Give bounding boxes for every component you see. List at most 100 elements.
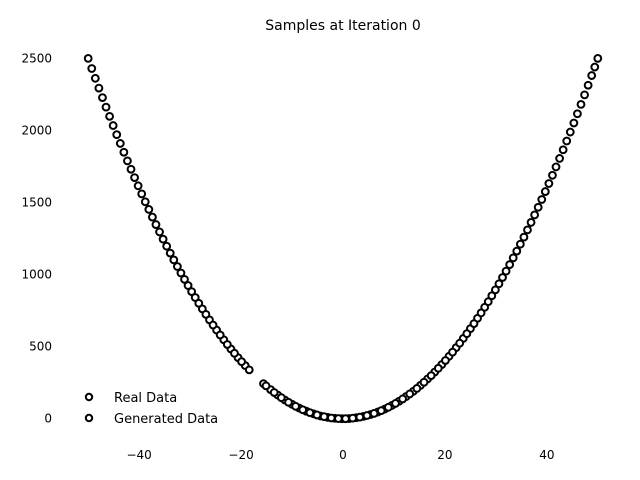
data-point (519, 232, 529, 242)
data-point (83, 54, 93, 63)
y-tick-label: 2000 (21, 123, 52, 137)
x-tick-label: −20 (228, 448, 253, 462)
data-point (412, 384, 422, 393)
data-point (172, 262, 182, 271)
x-axis-ticks: −40 −20 0 20 40 (126, 448, 554, 462)
data-point (222, 340, 232, 349)
data-point (405, 389, 415, 399)
data-point (126, 164, 136, 174)
data-point (133, 181, 143, 191)
data-point (587, 71, 597, 80)
data-point (123, 156, 132, 166)
data-point (490, 285, 500, 295)
data-point (269, 388, 279, 397)
data-point (155, 227, 164, 237)
data-point (312, 410, 322, 420)
data-point (580, 90, 589, 100)
data-point (565, 127, 575, 137)
data-point (98, 93, 107, 103)
data-point (87, 64, 97, 73)
x-tick-label: 40 (539, 448, 554, 462)
plot-area (83, 54, 603, 424)
data-point (576, 99, 586, 109)
legend: Real Data Generated Data (84, 391, 218, 427)
data-point (276, 393, 286, 403)
data-point (348, 413, 358, 423)
data-point (476, 308, 486, 318)
data-point (508, 253, 518, 263)
data-point (419, 377, 429, 387)
data-point (165, 248, 175, 258)
data-point (319, 412, 329, 422)
data-point (291, 401, 301, 411)
x-tick-label: 0 (339, 448, 347, 462)
data-point (530, 210, 540, 220)
data-point (448, 347, 457, 357)
data-point (115, 139, 125, 148)
data-point (158, 234, 168, 244)
data-point (148, 212, 157, 222)
data-point (501, 266, 511, 276)
data-point (305, 408, 315, 418)
data-point (455, 338, 465, 348)
legend-label-generated-data: Generated Data (114, 412, 218, 427)
data-point (426, 371, 436, 381)
data-point (523, 225, 532, 235)
data-point (261, 381, 271, 391)
data-point (433, 363, 443, 373)
data-point (573, 109, 582, 119)
data-point (562, 136, 572, 146)
data-point (101, 102, 111, 112)
y-tick-label: 500 (29, 340, 52, 354)
data-point (391, 399, 400, 408)
data-point (515, 239, 525, 249)
data-point (376, 406, 386, 416)
data-point (558, 145, 568, 155)
data-point (130, 173, 139, 182)
data-point (94, 83, 104, 93)
data-point (176, 268, 186, 278)
data-point (483, 297, 493, 307)
data-point (284, 397, 293, 407)
data-point (230, 348, 239, 358)
data-point (569, 118, 579, 128)
data-point (112, 130, 122, 140)
data-point (162, 241, 172, 251)
data-point (341, 414, 350, 424)
data-point (505, 260, 515, 270)
data-point (593, 54, 603, 63)
data-point (441, 356, 450, 365)
data-point (105, 111, 114, 121)
legend-label-real-data: Real Data (114, 391, 177, 406)
data-point (244, 365, 254, 375)
data-point (548, 170, 557, 180)
data-point (119, 147, 129, 157)
data-point (151, 220, 161, 229)
data-point (498, 273, 507, 282)
data-point (180, 274, 189, 284)
data-point (298, 405, 308, 415)
data-point (551, 162, 561, 172)
data-point (208, 320, 218, 330)
legend-marker-real-data (84, 392, 94, 402)
data-point (201, 309, 211, 319)
data-point (369, 408, 379, 418)
data-point (326, 413, 336, 423)
data-point (590, 62, 600, 72)
y-tick-label: 0 (44, 412, 52, 426)
y-axis-ticks: 0 500 1000 1500 2000 2500 (21, 51, 52, 425)
data-point (140, 197, 150, 207)
x-tick-label: −40 (126, 448, 151, 462)
data-point (533, 202, 543, 212)
data-point (537, 195, 547, 204)
data-point (144, 205, 154, 214)
data-point (540, 187, 550, 196)
data-point (90, 73, 100, 83)
data-point (108, 121, 118, 130)
data-point (334, 414, 343, 423)
data-point (512, 246, 522, 256)
series-generated-data (87, 62, 600, 424)
data-point (137, 189, 147, 199)
data-point (398, 394, 408, 404)
